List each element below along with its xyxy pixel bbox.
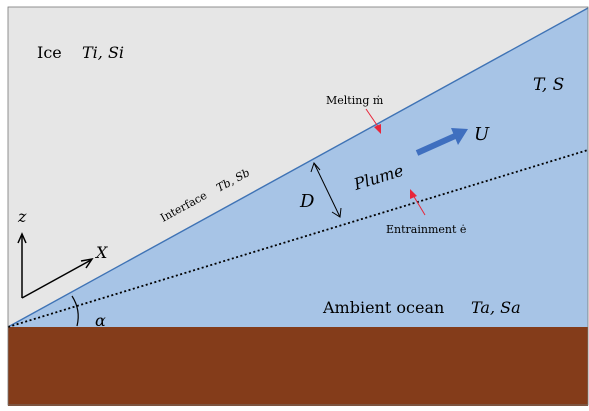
thickness-label: D — [299, 191, 315, 212]
slope-angle-arc — [71, 295, 79, 327]
ice-ocean-interface-line — [7, 7, 589, 328]
entrainment-arrow — [410, 189, 426, 216]
diagram-frame — [7, 6, 589, 406]
slope-angle-label: α — [95, 311, 106, 330]
ocean-properties-label: Ta, Sa — [471, 298, 521, 317]
seabed — [8, 327, 588, 406]
melting-label: Melting ṁ — [326, 94, 384, 107]
axis-x-label: X — [94, 243, 108, 262]
entrainment-label: Entrainment ė — [386, 223, 466, 236]
ice-properties-label: Ti, Si — [82, 43, 124, 62]
axis-z-label: z — [17, 207, 27, 226]
velocity-label: U — [474, 124, 490, 145]
thickness-arrow — [310, 162, 342, 218]
ice-label: Ice — [37, 43, 62, 62]
melting-arrow — [365, 108, 381, 134]
coordinate-axes — [17, 232, 94, 299]
ambient-ocean-label: Ambient ocean — [322, 298, 444, 317]
flow-velocity-arrow — [415, 128, 468, 156]
ambient-properties-label: T, S — [533, 75, 564, 95]
plume-edge-dotted-line — [7, 149, 589, 328]
